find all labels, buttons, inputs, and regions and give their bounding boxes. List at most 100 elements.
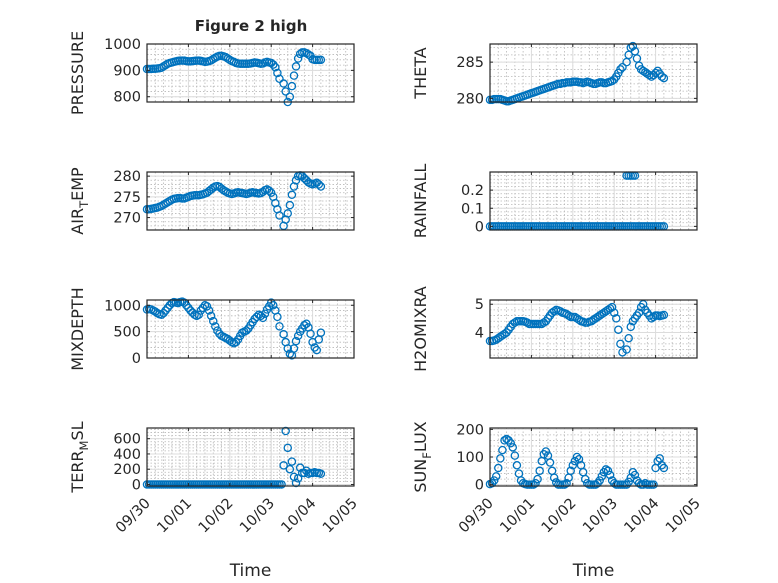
data-point <box>256 311 266 321</box>
y-tick-label: 500 <box>113 325 141 341</box>
data-point <box>310 343 319 352</box>
data-point <box>279 461 288 470</box>
data-point <box>289 344 299 353</box>
data-point <box>510 451 520 460</box>
data-point <box>202 302 212 311</box>
y-tick-label: 800 <box>113 90 141 106</box>
data-point <box>221 52 230 62</box>
data-point <box>529 480 538 489</box>
y-axis-label: THETA <box>411 47 430 99</box>
axes-frame <box>489 299 698 359</box>
data-point <box>206 56 216 65</box>
data-point <box>316 469 326 479</box>
y-axis-label: TERRMSL <box>68 421 91 493</box>
data-point <box>630 470 640 480</box>
data-point <box>597 472 607 481</box>
data-point <box>211 322 220 331</box>
data-point <box>562 478 571 488</box>
data-point <box>157 63 166 72</box>
data-point <box>161 306 170 315</box>
data-point <box>273 68 282 78</box>
y-tick-label: 0.2 <box>461 183 484 199</box>
data-point <box>302 48 311 58</box>
data-point <box>304 50 313 59</box>
y-tick-label: 0 <box>132 477 141 493</box>
data-point <box>285 349 295 359</box>
y-axis-label: H2OMIXRA <box>411 286 430 372</box>
data-point <box>560 480 569 489</box>
data-point <box>279 79 288 88</box>
data-point <box>194 310 203 320</box>
data-point <box>293 474 303 483</box>
axes-frame <box>146 299 355 359</box>
y-axis-label: SUNFLUX <box>411 421 434 492</box>
data-point <box>283 443 293 453</box>
data-point <box>287 81 297 91</box>
data-point <box>273 312 282 322</box>
data-point <box>283 209 293 218</box>
data-point <box>634 478 644 488</box>
data-point <box>622 345 631 354</box>
data-point <box>291 62 301 71</box>
data-point <box>180 298 189 307</box>
data-point <box>605 470 615 480</box>
y-tick-label: 200 <box>456 422 484 438</box>
data-point <box>583 478 592 488</box>
data-point <box>306 329 315 338</box>
data-point <box>293 54 303 63</box>
y-tick-label: 600 <box>113 432 141 448</box>
data-point <box>566 466 575 476</box>
data-point <box>570 456 580 466</box>
data-point <box>568 461 578 470</box>
y-tick-label: 100 <box>456 450 484 466</box>
data-point <box>549 307 559 316</box>
data-point <box>512 461 522 470</box>
data-point <box>491 472 501 481</box>
data-point <box>271 62 280 72</box>
data-point <box>626 322 636 332</box>
data-point <box>285 200 295 210</box>
data-point <box>531 478 540 488</box>
x-axis-label: Time <box>229 561 272 581</box>
data-point <box>163 303 172 313</box>
data-point <box>260 309 270 318</box>
y-tick-label: 270 <box>113 211 141 227</box>
data-point <box>618 62 627 72</box>
data-point <box>285 92 295 101</box>
data-point <box>281 87 290 96</box>
data-point <box>206 311 216 321</box>
data-point <box>638 299 648 309</box>
y-tick-label: 900 <box>113 63 141 79</box>
data-point <box>498 445 507 455</box>
data-point <box>659 73 669 83</box>
data-point <box>275 322 284 331</box>
data-point <box>657 72 667 81</box>
data-point <box>659 463 669 473</box>
data-point <box>242 326 251 335</box>
subplot-1: 800 900 1000 PRESSURE <box>68 31 355 115</box>
data-point <box>258 313 268 323</box>
data-point <box>496 454 505 463</box>
subplot-2: 280 285 THETA <box>411 41 698 107</box>
data-point <box>225 336 235 345</box>
figure-title: Figure 2 high <box>195 17 308 35</box>
data-point <box>184 303 193 313</box>
data-point <box>506 438 515 448</box>
data-point <box>293 331 303 341</box>
x-axis-label: Time <box>572 561 615 581</box>
data-point <box>300 321 309 330</box>
data-point <box>494 463 503 473</box>
axes-frame <box>146 43 355 103</box>
y-axis-label: MIXDEPTH <box>68 287 87 370</box>
data-point <box>277 480 286 489</box>
y-tick-label: 400 <box>113 447 141 463</box>
data-point <box>208 316 218 326</box>
y-tick-label: 0 <box>475 478 484 494</box>
subplot-3: 270 275 280 AIRTEMP <box>68 167 355 235</box>
data-point <box>638 480 648 489</box>
axes-frame <box>146 427 355 487</box>
data-point <box>269 301 278 310</box>
data-point <box>541 447 551 456</box>
y-tick-label: 5 <box>475 297 484 313</box>
